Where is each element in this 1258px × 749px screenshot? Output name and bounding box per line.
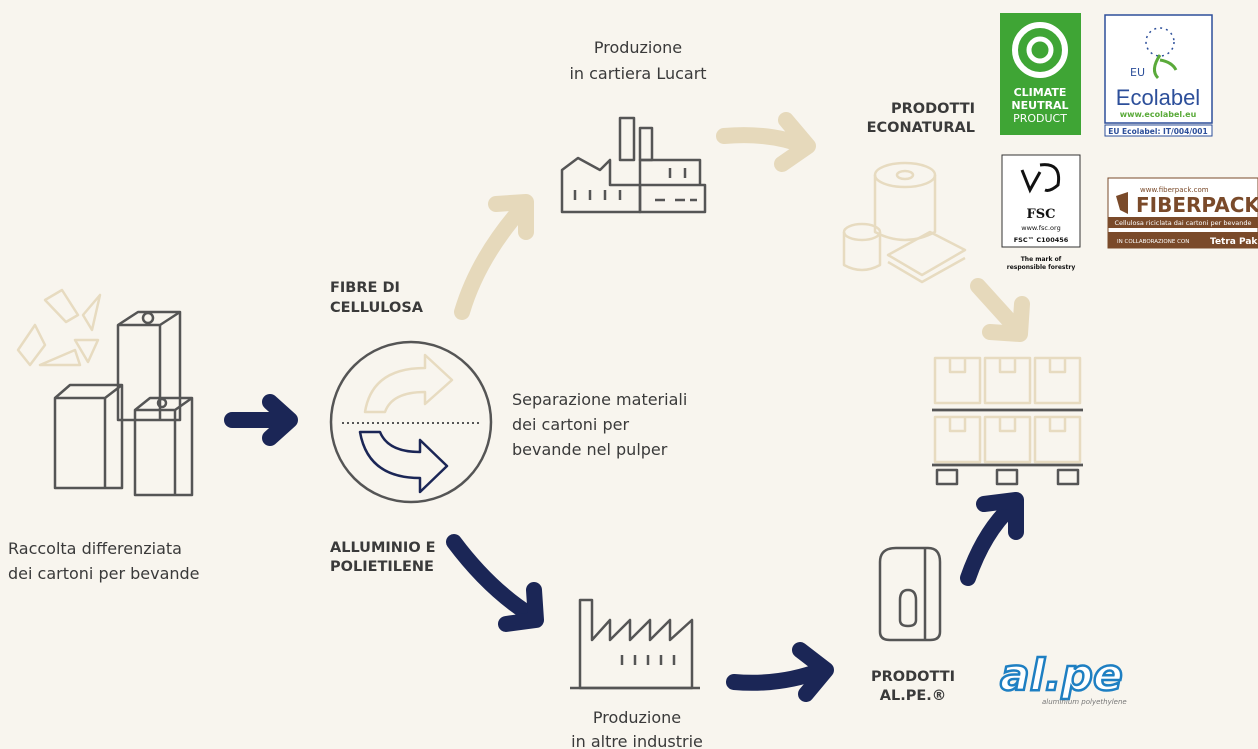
climate-neutral-logo: CLIMATE NEUTRAL PRODUCT — [1000, 13, 1081, 135]
separation-label: bevande nel pulper — [512, 440, 668, 459]
separation-label: dei cartoni per — [512, 415, 629, 434]
logo-text: www.fsc.org — [1021, 224, 1060, 232]
logo-text: CLIMATE — [1014, 86, 1067, 99]
logo-text: NEUTRAL — [1011, 99, 1068, 112]
diagram: Raccolta differenziata dei cartoni per b… — [0, 0, 1258, 749]
ecolabel-logo: EU Ecolabel www.ecolabel.eu EU Ecolabel:… — [1105, 15, 1212, 136]
products-label: ECONATURAL — [867, 120, 975, 136]
collection-label: Raccolta differenziata — [8, 539, 182, 558]
logo-text: aluminium polyethylene — [1042, 698, 1127, 706]
fsc-logo-part — [1002, 155, 1080, 247]
industries-label: Produzione — [593, 708, 681, 727]
products-label: PRODOTTI — [891, 101, 975, 117]
products-label: AL.PE.® — [880, 688, 947, 704]
logo-text: EU — [1130, 66, 1145, 79]
output-label: POLIETILENE — [330, 559, 434, 575]
logo-text: FSC™ C100456 — [1014, 236, 1069, 244]
logo-text: IN COLLABORAZIONE CON — [1117, 239, 1189, 245]
logo-text: al.pe — [1000, 650, 1123, 701]
logo-text: The mark of — [1021, 256, 1062, 263]
logo-text: FIBERPACK — [1136, 193, 1258, 217]
logo-text: responsible forestry — [1007, 264, 1076, 271]
logo-text: FSC — [1027, 207, 1056, 222]
industries-label: in altre industrie — [571, 732, 703, 749]
alpe-logo: al.pe aluminium polyethylene — [1000, 650, 1127, 706]
logo-text: Ecolabel — [1116, 85, 1200, 110]
logo-text: www.ecolabel.eu — [1120, 110, 1197, 119]
logo-text: Tetra Pak® — [1210, 237, 1258, 247]
logo-text: PRODUCT — [1013, 112, 1067, 125]
output-label: FIBRE DI — [330, 280, 400, 296]
mill-label: in cartiera Lucart — [569, 64, 706, 83]
collection-label: dei cartoni per bevande — [8, 564, 200, 583]
output-label: ALLUMINIO E — [330, 540, 436, 556]
mill-label: Produzione — [594, 38, 682, 57]
logo-text: Cellulosa riciclata dai cartoni per beva… — [1114, 219, 1251, 227]
logo-text: EU Ecolabel: IT/004/001 — [1108, 127, 1208, 136]
separation-label: Separazione materiali — [512, 390, 687, 409]
fiberpack-logo: www.fiberpack.com FIBERPACK Cellulosa ri… — [1108, 178, 1258, 248]
output-label: CELLULOSA — [330, 300, 424, 316]
products-label: PRODOTTI — [871, 669, 955, 685]
